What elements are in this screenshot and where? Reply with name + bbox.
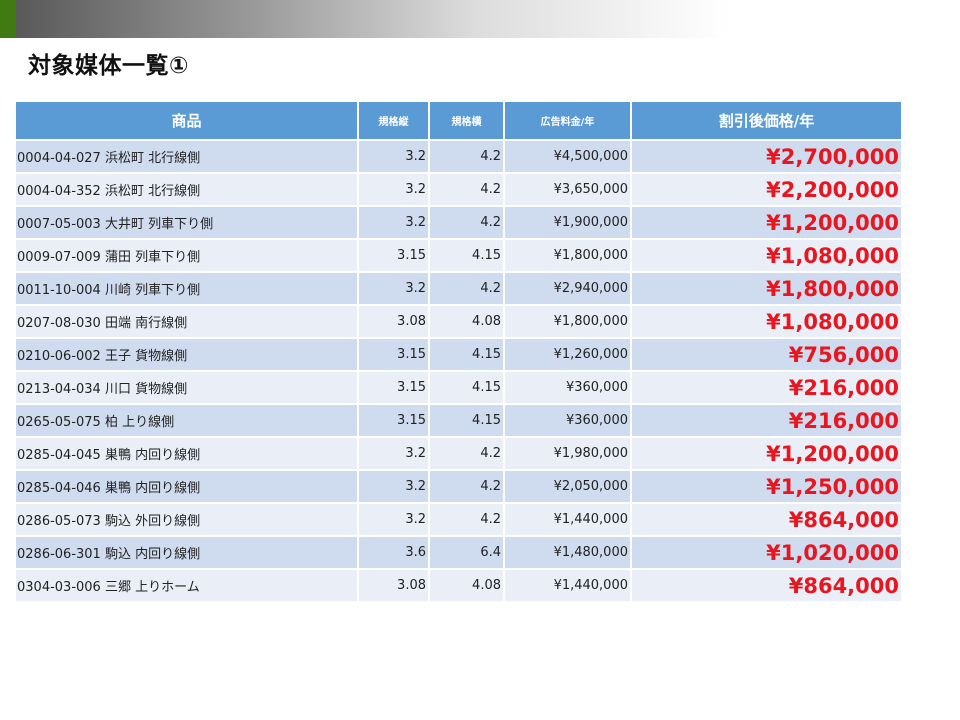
cell-ad-fee: ¥1,900,000 [504,205,632,239]
cell-height: 3.15 [358,403,430,437]
table-row: 0265-05-075 柏 上り線側 3.15 4.15 ¥360,000 ¥216,0… [16,403,901,437]
cell-height: 3.2 [358,172,430,206]
cell-product: 0213-04-034 川口 貨物線側 [16,370,359,404]
cell-ad-fee: ¥1,800,000 [504,304,632,338]
media-table: 商品 規格縦 規格横 広告料金/年 割引後価格/年 0004-04-027 浜松… [16,102,901,601]
cell-ad-fee: ¥1,480,000 [504,535,632,569]
cell-height: 3.2 [358,436,430,470]
cell-height: 3.2 [358,502,430,536]
cell-ad-fee: ¥1,800,000 [504,238,632,272]
cell-height: 3.2 [358,469,430,503]
table-row: 0004-04-352 浜松町 北行線側 3.2 4.2 ¥3,650,000 ¥2,2… [16,172,901,206]
cell-width: 4.15 [429,403,505,437]
cell-width: 4.2 [429,139,505,173]
cell-product: 0004-04-027 浜松町 北行線側 [16,139,359,173]
cell-ad-fee: ¥1,440,000 [504,502,632,536]
cell-height: 3.08 [358,304,430,338]
cell-product: 0285-04-046 巣鴨 内回り線側 [16,469,359,503]
header-width: 規格横 [429,102,505,140]
cell-discount-price: ¥1,800,000 [631,271,901,305]
cell-ad-fee: ¥2,940,000 [504,271,632,305]
table-row: 0286-06-301 駒込 内回り線側 3.6 6.4 ¥1,480,000 ¥1,0… [16,535,901,569]
table-row: 0009-07-009 蒲田 列車下り側 3.15 4.15 ¥1,800,000 ¥1… [16,238,901,272]
cell-product: 0009-07-009 蒲田 列車下り側 [16,238,359,272]
cell-height: 3.15 [358,370,430,404]
header-product: 商品 [16,102,359,140]
cell-discount-price: ¥1,080,000 [631,304,901,338]
cell-height: 3.15 [358,337,430,371]
cell-product: 0007-05-003 大井町 列車下り側 [16,205,359,239]
table-row: 0285-04-045 巣鴨 内回り線側 3.2 4.2 ¥1,980,000 ¥1,2… [16,436,901,470]
header-accent-block [0,0,16,38]
page-title: 対象媒体一覧① [28,53,189,79]
cell-width: 4.08 [429,304,505,338]
cell-product: 0286-05-073 駒込 外回り線側 [16,502,359,536]
cell-ad-fee: ¥360,000 [504,403,632,437]
table-row: 0004-04-027 浜松町 北行線側 3.2 4.2 ¥4,500,000 ¥2,7… [16,139,901,173]
header-height: 規格縦 [358,102,430,140]
cell-product: 0004-04-352 浜松町 北行線側 [16,172,359,206]
cell-discount-price: ¥1,250,000 [631,469,901,503]
cell-width: 4.08 [429,568,505,601]
table-header-row: 商品 規格縦 規格横 広告料金/年 割引後価格/年 [16,102,901,140]
cell-discount-price: ¥756,000 [631,337,901,371]
cell-ad-fee: ¥1,260,000 [504,337,632,371]
cell-product: 0304-03-006 三郷 上りホーム [16,568,359,601]
table-row: 0286-05-073 駒込 外回り線側 3.2 4.2 ¥1,440,000 ¥864… [16,502,901,536]
cell-discount-price: ¥864,000 [631,568,901,601]
cell-product: 0286-06-301 駒込 内回り線側 [16,535,359,569]
table-row: 0207-08-030 田端 南行線側 3.08 4.08 ¥1,800,000 ¥1,… [16,304,901,338]
cell-discount-price: ¥1,080,000 [631,238,901,272]
cell-discount-price: ¥864,000 [631,502,901,536]
table-row: 0210-06-002 王子 貨物線側 3.15 4.15 ¥1,260,000 ¥75… [16,337,901,371]
cell-ad-fee: ¥2,050,000 [504,469,632,503]
cell-width: 4.15 [429,370,505,404]
cell-width: 4.2 [429,271,505,305]
table-body: 0004-04-027 浜松町 北行線側 3.2 4.2 ¥4,500,000 ¥2,7… [16,139,901,601]
cell-product: 0210-06-002 王子 貨物線側 [16,337,359,371]
cell-width: 4.2 [429,172,505,206]
table-row: 0011-10-004 川崎 列車下り側 3.2 4.2 ¥2,940,000 ¥1,8… [16,271,901,305]
cell-product: 0285-04-045 巣鴨 内回り線側 [16,436,359,470]
cell-ad-fee: ¥360,000 [504,370,632,404]
header-discount-price: 割引後価格/年 [631,102,901,140]
cell-product: 0207-08-030 田端 南行線側 [16,304,359,338]
cell-width: 6.4 [429,535,505,569]
header-ad-fee: 広告料金/年 [504,102,632,140]
cell-width: 4.2 [429,205,505,239]
cell-width: 4.2 [429,436,505,470]
table-row: 0285-04-046 巣鴨 内回り線側 3.2 4.2 ¥2,050,000 ¥1,2… [16,469,901,503]
cell-width: 4.2 [429,469,505,503]
cell-width: 4.2 [429,502,505,536]
cell-height: 3.2 [358,139,430,173]
cell-height: 3.2 [358,205,430,239]
cell-discount-price: ¥1,020,000 [631,535,901,569]
cell-height: 3.6 [358,535,430,569]
cell-discount-price: ¥216,000 [631,370,901,404]
cell-discount-price: ¥216,000 [631,403,901,437]
cell-width: 4.15 [429,337,505,371]
cell-discount-price: ¥2,200,000 [631,172,901,206]
cell-ad-fee: ¥1,980,000 [504,436,632,470]
cell-ad-fee: ¥3,650,000 [504,172,632,206]
table-row: 0213-04-034 川口 貨物線側 3.15 4.15 ¥360,000 ¥216,… [16,370,901,404]
cell-height: 3.15 [358,238,430,272]
cell-height: 3.08 [358,568,430,601]
cell-discount-price: ¥2,700,000 [631,139,901,173]
cell-height: 3.2 [358,271,430,305]
cell-discount-price: ¥1,200,000 [631,205,901,239]
cell-product: 0265-05-075 柏 上り線側 [16,403,359,437]
header-gradient-bar [0,0,730,38]
cell-ad-fee: ¥4,500,000 [504,139,632,173]
cell-ad-fee: ¥1,440,000 [504,568,632,601]
cell-product: 0011-10-004 川崎 列車下り側 [16,271,359,305]
cell-width: 4.15 [429,238,505,272]
table-row: 0007-05-003 大井町 列車下り側 3.2 4.2 ¥1,900,000 ¥1,… [16,205,901,239]
cell-discount-price: ¥1,200,000 [631,436,901,470]
table-row: 0304-03-006 三郷 上りホーム 3.08 4.08 ¥1,440,000 ¥8… [16,568,901,601]
